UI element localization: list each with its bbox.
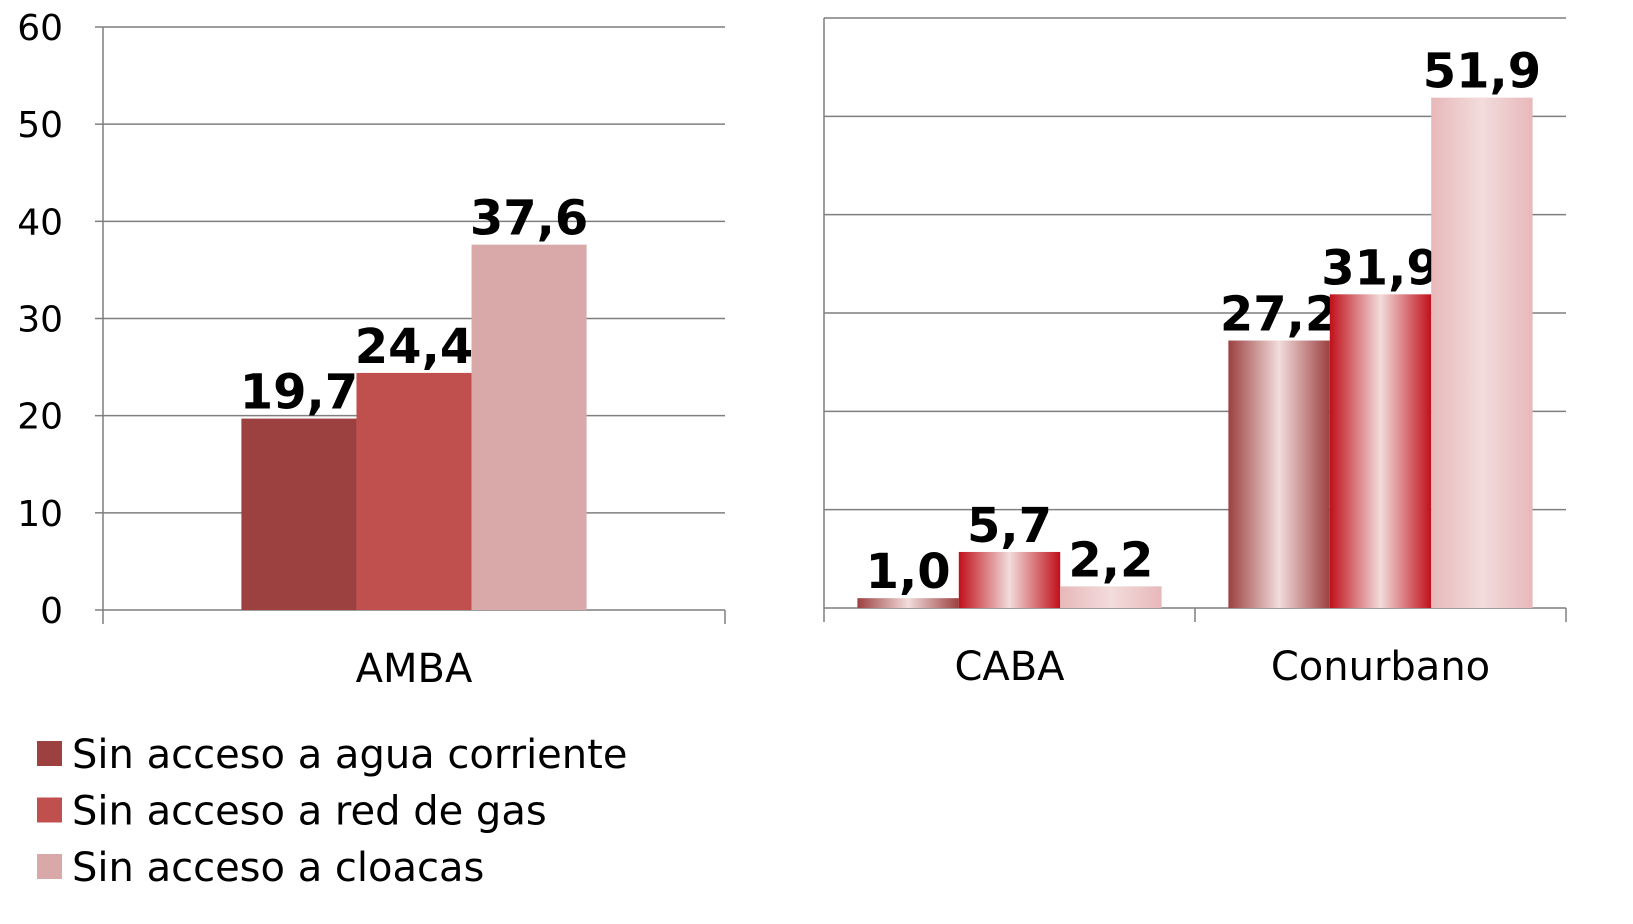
legend-label: Sin acceso a agua corriente [72,732,627,778]
data-label: 19,7 [240,365,358,421]
bar [1431,97,1533,609]
data-label: 2,2 [1068,532,1153,588]
y-tick-label: 60 [17,8,63,49]
legend-label: Sin acceso a cloacas [72,845,484,891]
bar [241,418,357,610]
y-tick-label: 20 [17,397,63,438]
bar [857,598,959,608]
data-label: 24,4 [355,319,473,375]
x-tick-label: AMBA [356,646,473,692]
legend-label: Sin acceso a red de gas [72,789,547,835]
data-label: 51,9 [1423,44,1541,100]
bar [1329,294,1432,608]
y-tick-label: 0 [40,591,63,632]
bar [958,551,1061,608]
legend-swatch [37,741,62,766]
y-tick-label: 40 [17,202,63,243]
legend-swatch [37,797,62,823]
x-tick-label: Conurbano [1271,644,1490,690]
data-label: 27,2 [1220,287,1338,343]
x-tick-label: CABA [954,644,1065,690]
y-tick-label: 30 [17,300,63,341]
legend-swatch [37,854,62,879]
data-label: 1,0 [866,544,951,600]
y-tick-label: 10 [17,494,63,535]
data-label: 37,6 [470,191,588,247]
bar [1228,340,1330,608]
bar [356,372,472,610]
bar [471,244,587,611]
bar [1060,586,1162,608]
data-label: 5,7 [967,498,1052,554]
y-tick-label: 50 [17,105,63,146]
data-label: 31,9 [1321,240,1439,296]
